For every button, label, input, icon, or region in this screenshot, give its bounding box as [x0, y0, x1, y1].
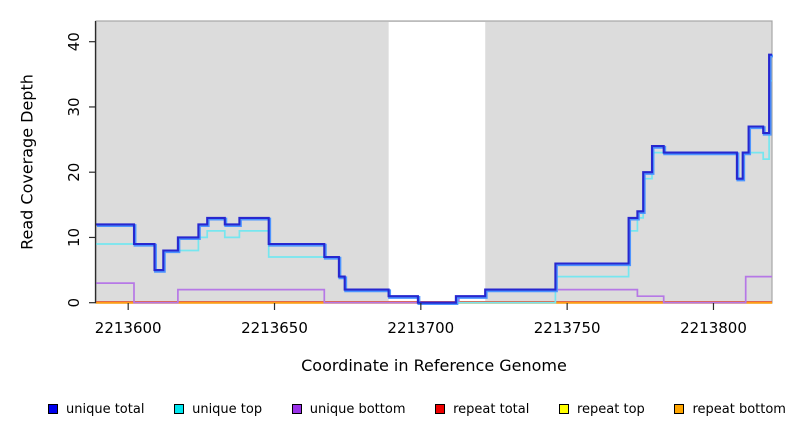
legend-swatch-unique-bottom — [291, 404, 302, 414]
legend-item-repeat-total: repeat total — [435, 402, 529, 417]
legend-label-unique-total: unique total — [66, 401, 145, 417]
series-group — [96, 53, 773, 305]
legend-swatch-unique-total — [48, 404, 58, 414]
y-tick-label-20: 20 — [65, 163, 83, 182]
x-tick-label-2213600: 2213600 — [95, 319, 162, 337]
x-tick-label-2213750: 2213750 — [534, 319, 601, 337]
legend: unique total unique top unique bottom repea… — [48, 396, 786, 422]
y-axis-title: Read Coverage Depth — [17, 74, 37, 250]
legend-item-unique-bottom: unique bottom — [291, 401, 406, 417]
legend-swatch-repeat-total — [435, 404, 446, 414]
x-axis-title: Coordinate in Reference Genome — [301, 356, 567, 375]
legend-swatch-repeat-bottom — [674, 404, 685, 414]
legend-label-repeat-bottom: repeat bottom — [692, 401, 786, 417]
legend-label-unique-top: unique top — [192, 401, 263, 417]
legend-item-unique-top: unique top — [174, 402, 262, 417]
legend-swatch-unique-top — [174, 404, 185, 414]
legend-label-repeat-total: repeat total — [453, 401, 530, 417]
y-tick-label-10: 10 — [65, 228, 83, 247]
coverage-plot-canvas: 2213600 2213650 2213700 2213750 2213800 0 10 20… — [65, 20, 773, 337]
legend-label-unique-bottom: unique bottom — [309, 401, 406, 417]
legend-item-repeat-top: repeat top — [559, 402, 645, 417]
x-tick-label-2213650: 2213650 — [241, 319, 308, 337]
x-tick-label-2213800: 2213800 — [680, 319, 747, 337]
y-tick-label-0: 0 — [65, 298, 83, 308]
legend-item-repeat-bottom: repeat bottom — [674, 402, 786, 417]
gap-region — [388, 22, 486, 303]
y-tick-label-40: 40 — [65, 32, 83, 51]
legend-label-repeat-top: repeat top — [577, 401, 645, 417]
legend-swatch-repeat-top — [559, 404, 569, 414]
y-tick-label-30: 30 — [65, 97, 83, 116]
x-tick-label-2213700: 2213700 — [387, 319, 454, 337]
legend-item-unique-total: unique total — [48, 402, 144, 417]
series-line-unique-total — [96, 53, 772, 304]
